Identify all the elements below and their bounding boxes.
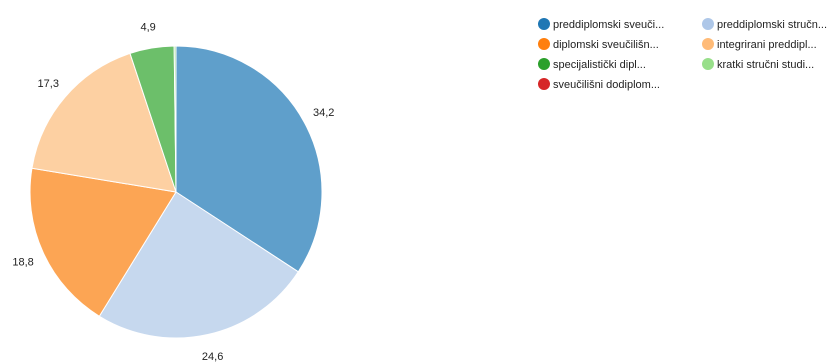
legend-label-2: diplomski sveučilišn... (553, 39, 659, 51)
legend-swatch-6 (538, 78, 550, 90)
legend-swatch-4 (538, 58, 550, 70)
slice-value-label-1: 24,6 (202, 351, 223, 362)
legend-swatch-2 (538, 38, 550, 50)
legend-item-2[interactable]: diplomski sveučilišn... (538, 38, 659, 51)
pie-slice-5[interactable] (173, 45, 177, 193)
legend-item-5[interactable]: kratki stručni studi... (702, 58, 814, 71)
legend-label-0: preddiplomski sveuči... (553, 19, 664, 31)
legend-swatch-1 (702, 18, 714, 30)
legend-label-4: specijalistički dipl... (553, 59, 646, 71)
slice-value-label-3: 17,3 (38, 78, 59, 90)
legend-item-3[interactable]: integrirani preddipl... (702, 38, 817, 51)
pie-slice-labels: 34,2 24,6 18,8 17,3 4,9 (12, 21, 334, 362)
legend: preddiplomski sveuči... preddiplomski str… (538, 18, 827, 91)
legend-label-6: sveučilišni dodiplom... (553, 79, 660, 91)
slice-value-label-2: 18,8 (12, 257, 33, 269)
pie-slice-2[interactable] (29, 167, 177, 317)
legend-item-0[interactable]: preddiplomski sveuči... (538, 18, 664, 31)
legend-swatch-5 (702, 58, 714, 70)
legend-label-5: kratki stručni studi... (717, 59, 814, 71)
legend-swatch-0 (538, 18, 550, 30)
legend-label-1: preddiplomski stručn... (717, 19, 827, 31)
legend-label-3: integrirani preddipl... (717, 39, 817, 51)
legend-swatch-3 (702, 38, 714, 50)
pie-slices (29, 45, 323, 339)
legend-item-1[interactable]: preddiplomski stručn... (702, 18, 827, 31)
slice-value-label-4: 4,9 (141, 21, 156, 33)
legend-item-6[interactable]: sveučilišni dodiplom... (538, 78, 660, 91)
pie-slice-1[interactable] (98, 191, 299, 339)
legend-item-4[interactable]: specijalistički dipl... (538, 58, 646, 71)
pie-slice-3[interactable] (31, 52, 177, 193)
slice-value-label-0: 34,2 (313, 107, 334, 119)
